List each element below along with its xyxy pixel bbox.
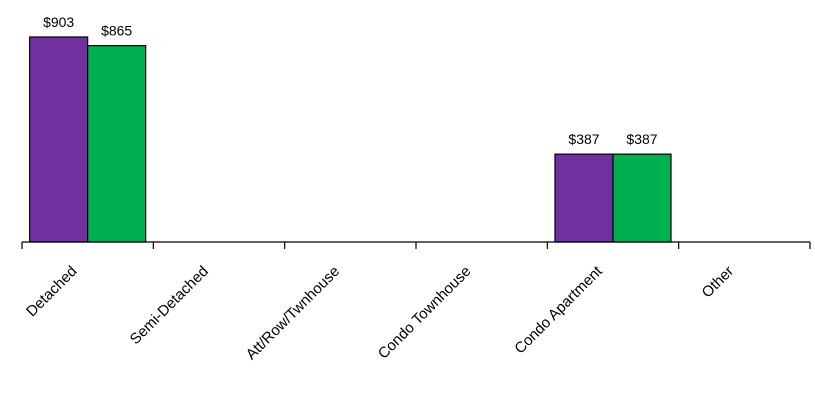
x-tick-labels: Detached Semi-Detached Att/Row/Twnhouse Con… <box>23 262 737 363</box>
x-tick-label: Att/Row/Twnhouse <box>243 263 343 363</box>
x-tick-label: Condo Apartment <box>511 262 606 357</box>
data-label: $865 <box>101 23 132 39</box>
x-tick-label: Condo Townhouse <box>375 263 475 363</box>
bar-condo-apartment-series-1 <box>554 153 614 243</box>
bars-layer <box>29 36 672 243</box>
data-label: $903 <box>43 14 74 30</box>
data-label: $387 <box>568 131 599 147</box>
bar-condo-apartment-series-2 <box>612 153 672 243</box>
data-labels: $903 $865 $387 $387 <box>43 14 658 147</box>
bar-detached-series-1 <box>29 36 89 243</box>
bar-detached-series-2 <box>87 45 147 243</box>
x-axis <box>21 241 811 249</box>
x-tick-label: Other <box>699 263 738 302</box>
x-tick-label: Detached <box>23 263 80 320</box>
data-label: $387 <box>626 131 657 147</box>
x-tick-label: Semi-Detached <box>127 263 212 348</box>
